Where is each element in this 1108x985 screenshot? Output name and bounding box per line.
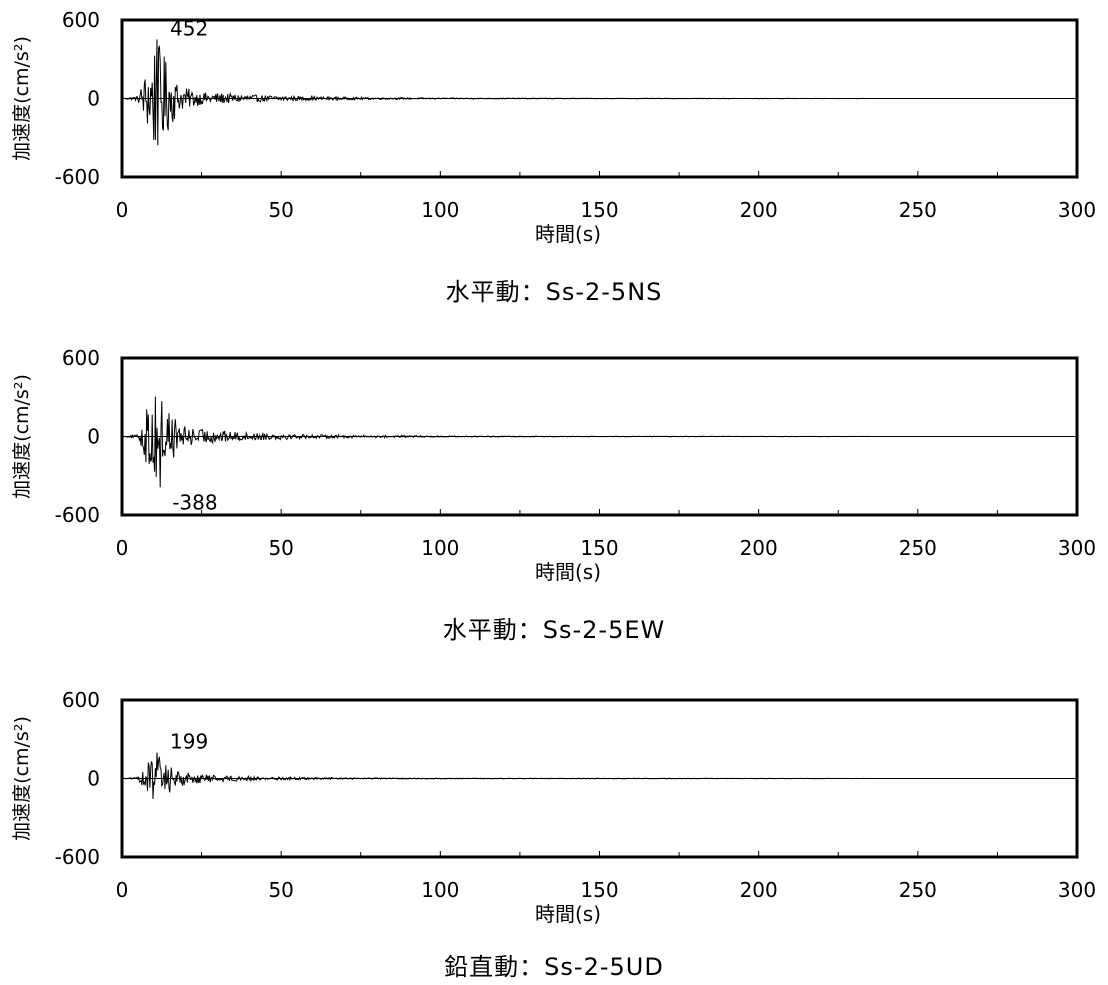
chart-caption: 水平動：Ss-2-5EW [442, 616, 666, 644]
chart-panel-ew: 0 50 100 150 200 250 300 600 0 -600 時間(s) 加速度(cm/s²… [0, 338, 1108, 668]
x-tick-label: 100 [421, 198, 459, 222]
x-tick-label: 250 [899, 536, 937, 560]
peak-label: -388 [172, 490, 217, 514]
y-tick-label: -600 [55, 845, 100, 869]
x-axis-label: 時間(s) [535, 560, 601, 584]
y-axis-label: 加速度(cm/s²) [11, 716, 33, 841]
x-tick-label: 150 [580, 198, 618, 222]
waveform-line [122, 396, 871, 488]
x-tick-label: 250 [899, 198, 937, 222]
y-tick-label: 600 [62, 688, 100, 712]
x-tick-label: 50 [268, 198, 293, 222]
waveform-line [121, 39, 871, 146]
x-tick-label: 300 [1058, 198, 1096, 222]
chart-panel-ud: 0 50 100 150 200 250 300 600 0 -600 時間(s) 加速度(cm/s²… [0, 680, 1108, 985]
y-tick-label: 0 [87, 87, 100, 111]
y-tick-label: 0 [87, 425, 100, 449]
waveform-line [122, 752, 871, 800]
x-tick-label: 100 [421, 878, 459, 902]
x-tick-label: 0 [116, 536, 129, 560]
y-tick-label: 600 [62, 8, 100, 32]
y-axis-label: 加速度(cm/s²) [11, 374, 33, 499]
x-tick-label: 0 [116, 198, 129, 222]
chart-svg-ew: 0 50 100 150 200 250 300 600 0 -600 時間(s) 加速度(cm/s²… [11, 346, 1096, 584]
y-tick-label: -600 [55, 165, 100, 189]
x-tick-label: 50 [268, 536, 293, 560]
x-tick-label: 200 [740, 536, 778, 560]
x-tick-label: 200 [740, 198, 778, 222]
x-tick-label: 300 [1058, 878, 1096, 902]
chart-svg-ns: 0 50 100 150 200 250 300 600 0 -600 時間(s) 加速度(cm/s²… [11, 8, 1096, 246]
peak-label: 199 [170, 729, 208, 753]
x-axis-label: 時間(s) [535, 902, 601, 926]
chart-caption: 水平動：Ss-2-5NS [445, 278, 663, 306]
y-tick-label: 0 [87, 767, 100, 791]
x-axis-label: 時間(s) [535, 222, 601, 246]
x-tick-label: 100 [421, 536, 459, 560]
chart-panel-ns: 0 50 100 150 200 250 300 600 0 -600 時間(s) 加速度(cm/s²… [0, 0, 1108, 330]
x-tick-label: 300 [1058, 536, 1096, 560]
y-tick-label: 600 [62, 346, 100, 370]
chart-caption: 鉛直動：Ss-2-5UD [444, 953, 664, 981]
x-tick-label: 250 [899, 878, 937, 902]
x-tick-label: 50 [268, 878, 293, 902]
peak-label: 452 [170, 16, 208, 40]
x-tick-label: 0 [116, 878, 129, 902]
y-axis-label: 加速度(cm/s²) [11, 36, 33, 161]
y-tick-label: -600 [55, 503, 100, 527]
chart-svg-ud: 0 50 100 150 200 250 300 600 0 -600 時間(s) 加速度(cm/s²… [11, 688, 1096, 926]
x-tick-label: 150 [580, 878, 618, 902]
x-tick-label: 150 [580, 536, 618, 560]
x-tick-label: 200 [740, 878, 778, 902]
